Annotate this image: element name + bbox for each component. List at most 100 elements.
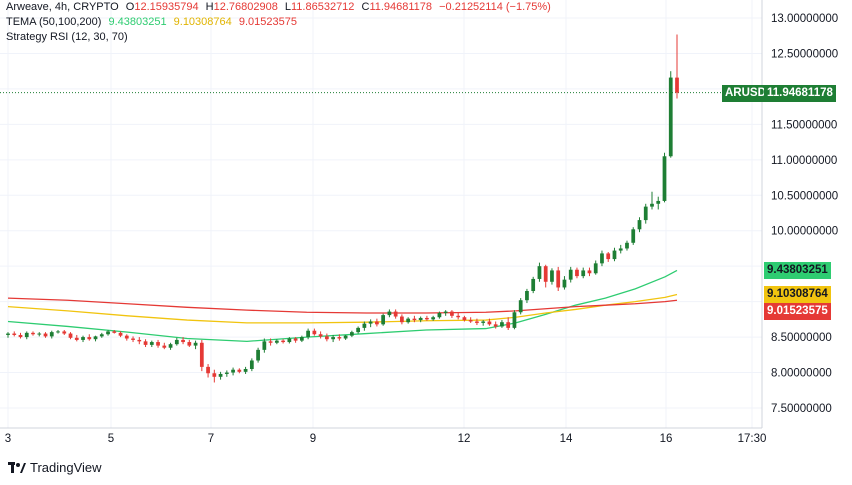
candle-body [412,318,417,321]
candle-body [18,334,23,338]
candle-body [543,266,548,282]
candle-body [381,315,386,325]
candle-body [168,344,173,348]
candle-body [437,312,442,318]
candle-body [131,338,135,340]
candle-body [656,200,661,204]
candle-body [318,334,323,337]
candle-body [368,321,373,324]
candle-body [218,373,223,377]
x-tick-label: 3 [5,433,11,445]
x-tick-label: 5 [108,433,114,445]
tema-2-price-tag: 9.10308764 [764,286,831,303]
candle-body [43,333,48,337]
symbol-title: Arweave, 4h, CRYPTO [6,1,119,13]
candle-body [600,253,604,264]
y-tick-label: 11.00000000 [771,155,837,167]
candle-body [531,278,536,291]
candle-body [143,341,148,345]
candle-body [118,332,123,336]
tema-value-3: 9.01523575 [238,16,297,28]
candle-body [56,331,60,333]
candle-body [287,338,292,343]
candle-body [112,331,117,333]
tema-1-price-tag: 9.43803251 [764,262,831,279]
candle-body [74,337,79,340]
candle-body [62,331,67,334]
x-tick-label: 14 [560,433,573,445]
candle-body [37,333,42,335]
candle-body [562,279,567,288]
candle-body [187,342,192,346]
candle-body [49,332,54,337]
y-tick-label: 10.00000000 [771,226,838,238]
tema-line-1 [7,269,678,342]
candle-body [637,220,642,230]
candle-body [675,77,679,93]
candle-body [256,349,260,361]
candle-body [481,321,486,323]
candle-body [506,322,511,328]
legend-rsi[interactable]: Strategy RSI (12, 30, 70) [6,31,132,44]
y-tick-label: 12.50000000 [771,48,838,60]
candle-body [249,360,254,369]
candle-body [587,270,592,274]
candle-body [631,229,636,243]
candle-body [356,327,361,333]
candle-body [512,312,517,328]
candle-body [331,337,335,340]
candle-body [625,242,629,249]
candle-body [243,369,248,372]
candle-body [568,269,573,280]
candle-body [299,337,304,341]
tema-3-price-tag: 9.01523575 [764,303,831,320]
x-tick-label: 16 [660,433,673,445]
candle-body [81,337,85,340]
candle-body [199,342,204,367]
candle-body [93,336,98,340]
candle-body [462,317,467,321]
tradingview-logo-icon [8,461,26,473]
candle-body [556,270,561,288]
candle-body [393,311,398,317]
x-tick-label: 17:30 [738,433,767,445]
candle-body [262,341,267,350]
candle-body [268,341,273,343]
candle-body [525,291,529,301]
y-tick-label: 8.00000000 [771,368,832,380]
y-tick-label: 10.50000000 [771,190,838,202]
candle-body [425,317,429,320]
rsi-name: Strategy RSI (12, 30, 70) [6,31,128,43]
candle-body [337,337,342,339]
candle-body [137,339,142,342]
candle-body [643,206,648,221]
legend-tema[interactable]: TEMA (50,100,200) 9.43803251 9.10308764 … [6,16,301,29]
tema-line-2 [7,293,678,324]
candle-body [487,321,492,325]
ohlc-high: H12.76802908 [205,1,278,13]
candle-body [124,335,129,339]
candle-body [612,250,617,260]
candle-body [87,337,92,340]
candle-body [418,317,423,321]
candle-body [350,332,354,336]
tradingview-brand[interactable]: TradingView [8,460,102,475]
candle-body [293,338,298,341]
y-tick-label: 7.50000000 [771,403,832,415]
candle-body [162,345,167,348]
candle-body [550,270,554,282]
candle-body [6,333,10,335]
candle-body [475,321,479,323]
candle-body [106,331,110,335]
candle-body [662,156,667,201]
candle-body [312,330,317,335]
tema-line-3 [7,297,678,314]
symbol-price-tag: ARUSD [722,85,769,102]
candle-body [156,342,160,346]
candle-body [237,369,242,372]
candle-body [400,316,404,323]
candle-body [206,366,210,374]
candle-body [431,317,436,320]
candle-body [650,203,654,207]
